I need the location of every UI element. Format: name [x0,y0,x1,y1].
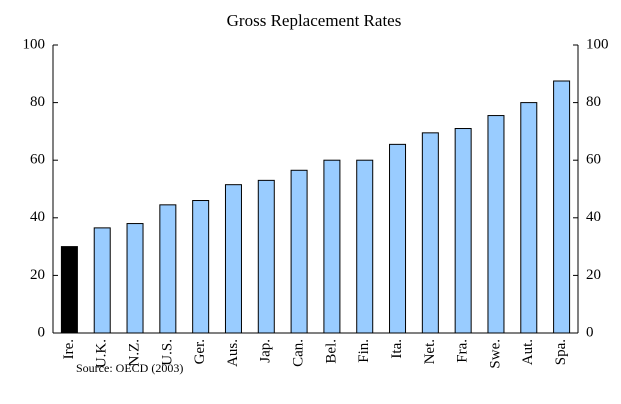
bar [257,179,275,334]
y-tick-label: 20 [30,267,45,283]
x-tick-label: Aut. [520,339,536,365]
bar [520,102,538,334]
x-tick-label: Jap. [258,339,274,363]
bar [192,200,210,334]
x-tick-label: Fin. [356,339,372,363]
bar [421,132,439,334]
y-tick-label: 60 [30,152,45,168]
x-tick-label: Bel. [323,339,339,364]
bar [553,80,571,334]
x-tick-label: Ire. [61,339,77,359]
y2-tick-label: 60 [586,152,601,168]
x-tick-label: Fra. [455,339,471,363]
y-tick-label: 0 [38,324,46,340]
bar [290,169,308,334]
bar [60,246,78,334]
x-tick-label: Ita. [389,339,405,359]
x-tick-label: Aus. [225,339,241,367]
x-tick-label: N.Z. [126,339,142,367]
bar [454,128,472,334]
bar [487,115,505,334]
bar [126,223,144,334]
x-tick-label: U.S. [159,339,175,366]
bar [159,204,177,334]
y-tick-label: 40 [30,209,45,225]
x-tick-label: Net. [422,339,438,364]
source-note: Source: OECD (2003) [76,361,183,375]
chart-title: Gross Replacement Rates [227,11,402,30]
y2-tick-label: 80 [586,94,601,110]
x-tick-label: Swe. [487,339,503,369]
y-tick-label: 80 [30,94,45,110]
x-tick-label: U.K. [94,339,110,368]
bar [93,227,111,334]
bar [356,159,374,334]
x-tick-label: Can. [291,339,307,367]
y2-tick-label: 20 [586,267,601,283]
y2-tick-label: 40 [586,209,601,225]
bar [323,159,341,334]
x-tick-label: Spa. [553,339,569,365]
y2-tick-label: 100 [586,36,609,52]
x-tick-label: Ger. [192,339,208,364]
y-tick-label: 100 [23,36,46,52]
bar [389,143,407,334]
bar [224,184,242,334]
y2-tick-label: 0 [586,324,594,340]
